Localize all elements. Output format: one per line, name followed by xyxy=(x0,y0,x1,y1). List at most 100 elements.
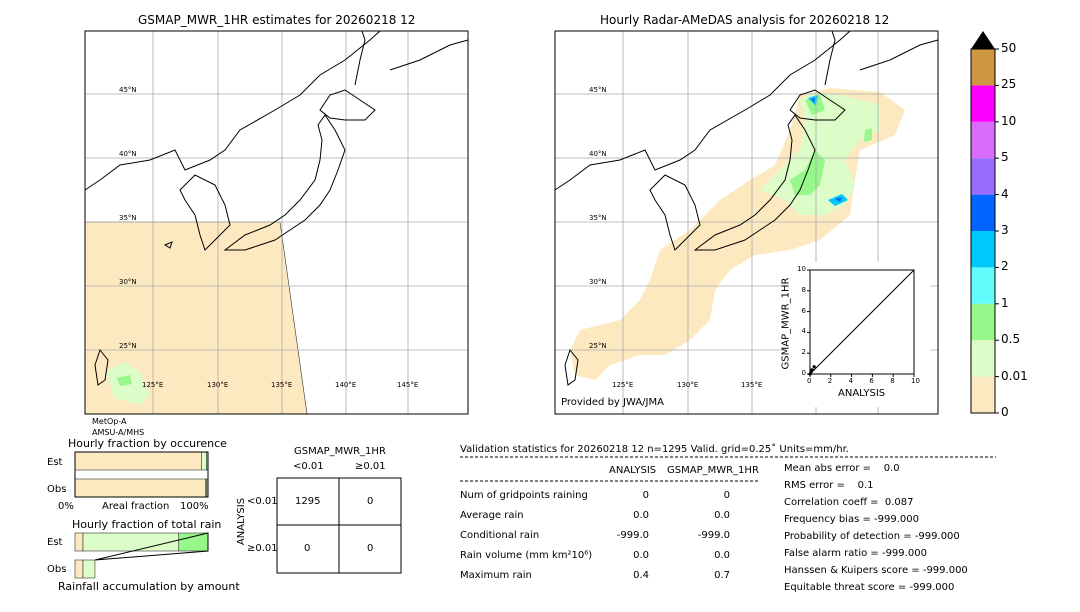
validation-row-label: Rain volume (mm km²10⁶) xyxy=(460,550,593,561)
rain-area-green xyxy=(760,92,880,215)
occurrence-est-label: Est xyxy=(47,457,63,468)
validation-score: Equitable threat score = -999.000 xyxy=(784,582,955,593)
scatter-plot xyxy=(807,269,915,377)
occurrence-chart xyxy=(74,451,209,498)
colorbar-tick-label: 25 xyxy=(1001,77,1017,92)
lat-label: 25°N xyxy=(119,342,137,350)
occurrence-axis-left: 0% xyxy=(58,501,74,512)
contingency-cell-10: 0 xyxy=(304,543,311,554)
scatter-point xyxy=(812,365,816,369)
validation-row-analysis: 0.0 xyxy=(633,510,649,521)
colorbar xyxy=(970,31,999,414)
y-tick-label: 0 xyxy=(801,369,806,377)
rain-area-green2 xyxy=(117,375,132,386)
diagonal-line xyxy=(809,269,915,375)
contingency-cell-01: 0 xyxy=(367,496,374,507)
validation-col-gsmap: GSMAP_MWR_1HR xyxy=(667,465,759,476)
occurrence-obs-segment xyxy=(74,478,206,498)
validation-score: RMS error = 0.1 xyxy=(784,480,874,491)
contingency-row-1: <0.01 xyxy=(247,496,278,507)
rain-area-mid xyxy=(790,95,872,195)
left-map xyxy=(84,30,469,415)
total-rain-obs-label: Obs xyxy=(47,564,67,575)
colorbar-tick-label: 0.5 xyxy=(1001,332,1021,347)
x-tick-label: 4 xyxy=(848,377,854,385)
validation-header: Validation statistics for 20260218 12 n=… xyxy=(460,444,849,455)
lon-label: 135°E xyxy=(741,381,763,389)
colorbar-band xyxy=(971,376,995,413)
left-coastlines xyxy=(84,30,469,386)
y-tick-label: 4 xyxy=(801,327,806,336)
y-tick-label: 8 xyxy=(801,285,806,294)
total-rain-est-segment xyxy=(178,532,209,552)
total-rain-footer: Rainfall accumulation by amount xyxy=(58,580,240,593)
lon-label: 125°E xyxy=(142,381,164,389)
occurrence-est-segment xyxy=(201,451,207,471)
left-gridlines xyxy=(85,31,468,414)
y-tick-label: 2 xyxy=(801,348,806,357)
lat-label: 30°N xyxy=(589,278,607,286)
validation-row-analysis: 0 xyxy=(642,490,649,501)
total-rain-est-label: Est xyxy=(47,537,63,548)
right-map xyxy=(554,30,939,415)
x-tick-label: 2 xyxy=(827,377,833,385)
validation-row-analysis: 0.0 xyxy=(633,550,649,561)
colorbar-band xyxy=(971,49,995,86)
validation-row-gsmap: 0.0 xyxy=(714,510,730,521)
colorbar-tick-label: 4 xyxy=(1001,186,1009,201)
lon-label: 125°E xyxy=(612,381,634,389)
colorbar-extend-arrow xyxy=(971,31,995,49)
colorbar-tick-label: 50 xyxy=(1001,41,1017,55)
validation-row-label: Average rain xyxy=(460,510,524,521)
left-map-title: GSMAP_MWR_1HR estimates for 20260218 12 xyxy=(138,13,416,27)
sensor-name: MetOp-A xyxy=(92,417,127,426)
total-rain-obs-segment xyxy=(82,559,96,579)
lat-label: 45°N xyxy=(119,86,137,94)
validation-score: Mean abs error = 0.0 xyxy=(784,463,900,474)
colorbar-band xyxy=(971,85,995,122)
validation-row-label: Num of gridpoints raining xyxy=(460,490,588,501)
occurrence-axis-title: Areal fraction xyxy=(102,501,170,512)
y-tick-label: 6 xyxy=(801,306,806,315)
lat-label: 30°N xyxy=(119,278,137,286)
occurrence-title: Hourly fraction by occurence xyxy=(68,437,227,450)
x-tick-label: 6 xyxy=(869,377,874,385)
lat-label: 45°N xyxy=(589,86,607,94)
x-tick-label: 10 xyxy=(911,377,920,385)
validation-score: Hanssen & Kuipers score = -999.000 xyxy=(784,565,968,576)
validation-row-gsmap: -999.0 xyxy=(697,530,730,541)
occurrence-axis-right: 100% xyxy=(180,501,209,512)
colorbar-band xyxy=(971,194,995,231)
lon-label: 130°E xyxy=(207,381,229,389)
provider-credit: Provided by JWA/JMA xyxy=(561,397,664,408)
validation-row-gsmap: 0 xyxy=(723,490,730,501)
scatter-point xyxy=(810,368,814,372)
contingency-cell-00: 1295 xyxy=(295,496,321,507)
sensor-instrument: AMSU-A/MHS xyxy=(92,428,145,437)
total-rain-connector xyxy=(94,532,209,561)
colorbar-band xyxy=(971,303,995,341)
total-rain-chart xyxy=(74,532,209,579)
lon-label: 130°E xyxy=(677,381,699,389)
validation-row-label: Maximum rain xyxy=(460,570,532,581)
occurrence-obs-label: Obs xyxy=(47,484,67,495)
total-rain-est-segment xyxy=(82,532,180,552)
colorbar-tick-label: 10 xyxy=(1001,113,1017,128)
validation-row-gsmap: 0.7 xyxy=(714,570,730,581)
total-rain-obs-segment xyxy=(74,559,84,579)
colorbar-band xyxy=(971,158,995,195)
contingency-row-2: ≥0.01 xyxy=(247,543,278,554)
validation-row-analysis: 0.4 xyxy=(633,570,649,581)
validation-col-analysis: ANALYSIS xyxy=(609,465,657,476)
lon-label: 140°E xyxy=(335,381,357,389)
validation-score: Correlation coeff = 0.087 xyxy=(784,497,914,508)
colorbar-band xyxy=(971,121,995,159)
colorbar-tick-label: 3 xyxy=(1001,223,1009,237)
lat-label: 35°N xyxy=(119,214,137,222)
validation-score: Probability of detection = -999.000 xyxy=(784,531,960,542)
colorbar-band xyxy=(971,340,995,377)
contingency-row-axis: ANALYSIS xyxy=(236,497,248,546)
validation-row-gsmap: 0.0 xyxy=(714,550,730,561)
validation-row-label: Conditional rain xyxy=(460,530,540,541)
lat-label: 35°N xyxy=(589,214,607,222)
